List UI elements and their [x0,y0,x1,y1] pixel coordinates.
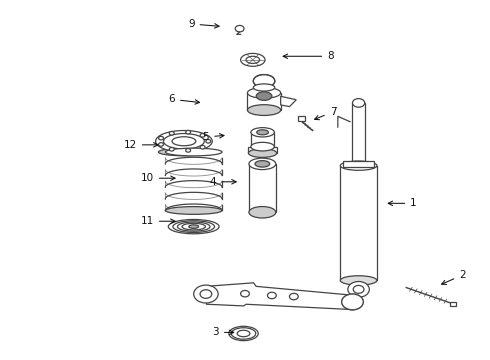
Ellipse shape [249,207,276,218]
Circle shape [290,293,298,300]
Circle shape [169,148,174,151]
Ellipse shape [241,53,265,66]
Circle shape [200,290,212,298]
Ellipse shape [353,285,364,293]
Ellipse shape [189,225,198,228]
Ellipse shape [246,56,260,63]
Circle shape [159,136,164,140]
Bar [343,161,374,167]
Ellipse shape [247,105,281,116]
Ellipse shape [237,330,250,337]
Circle shape [200,134,205,137]
Bar [298,116,305,121]
Bar [249,164,276,212]
Circle shape [200,145,205,149]
Ellipse shape [340,161,377,170]
Text: 6: 6 [169,94,199,104]
Ellipse shape [352,99,365,107]
Circle shape [347,298,357,306]
Bar [340,166,377,280]
Text: 1: 1 [388,198,417,208]
Text: 7: 7 [315,107,336,120]
Bar [251,132,274,147]
Circle shape [206,139,211,143]
Ellipse shape [165,148,222,156]
Circle shape [241,291,249,297]
Ellipse shape [340,276,377,285]
Bar [247,93,281,110]
Text: 9: 9 [188,19,219,29]
Ellipse shape [172,137,196,146]
Ellipse shape [348,282,369,297]
Ellipse shape [165,207,222,214]
Ellipse shape [256,92,272,100]
Ellipse shape [255,161,270,167]
Ellipse shape [251,142,274,151]
Text: 5: 5 [202,132,224,142]
Text: 4: 4 [210,177,236,187]
Bar [450,302,456,306]
Ellipse shape [247,87,281,98]
Circle shape [268,292,276,299]
Polygon shape [281,96,296,107]
Ellipse shape [253,75,275,87]
Text: 2: 2 [441,270,466,284]
Text: 8: 8 [283,51,334,61]
Ellipse shape [248,149,277,157]
Bar [352,103,365,166]
Circle shape [186,149,191,152]
Ellipse shape [257,130,269,135]
Text: 3: 3 [212,327,234,337]
Text: 11: 11 [141,216,175,226]
Ellipse shape [253,84,275,91]
Circle shape [235,26,244,32]
Circle shape [194,285,218,303]
Circle shape [159,143,164,146]
Bar [248,147,277,153]
Ellipse shape [249,158,276,170]
Ellipse shape [156,131,212,152]
Circle shape [342,294,363,310]
Circle shape [186,130,191,134]
Text: 12: 12 [123,140,158,150]
Text: 10: 10 [141,173,175,183]
Circle shape [169,131,174,135]
Ellipse shape [342,294,363,310]
Ellipse shape [158,148,209,156]
Ellipse shape [251,128,274,137]
Ellipse shape [164,134,204,149]
Ellipse shape [231,328,256,339]
